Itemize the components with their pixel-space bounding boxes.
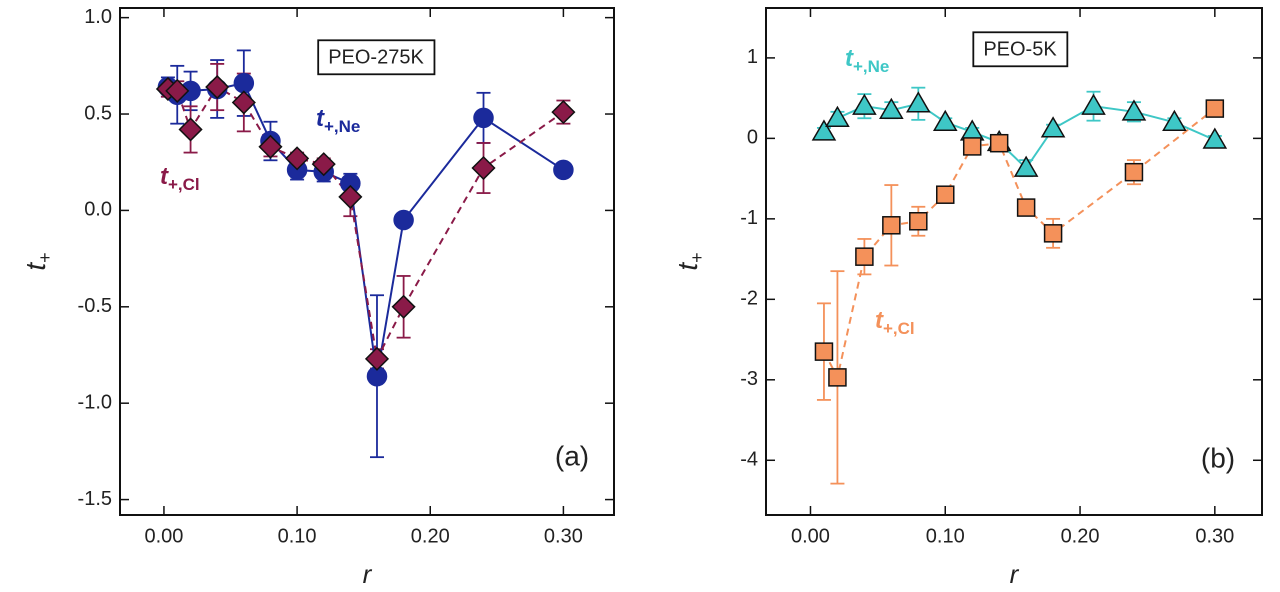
marker — [473, 107, 494, 129]
y-tick-label: -1 — [740, 207, 758, 229]
marker — [1202, 127, 1228, 149]
marker — [989, 133, 1009, 153]
x-tick-label: 0.10 — [278, 525, 317, 547]
marker — [1162, 109, 1187, 132]
marker — [471, 155, 496, 181]
annotation-sub: +,Cl — [168, 175, 200, 194]
y-tick-label: -0.5 — [78, 295, 112, 317]
marker — [338, 184, 363, 209]
x-tick-label: 0.10 — [926, 525, 965, 547]
series-annotation: t+,Ne — [845, 45, 889, 76]
marker — [391, 294, 416, 319]
marker — [906, 91, 931, 113]
x-axis-label: r — [1010, 559, 1020, 589]
marker — [364, 346, 390, 371]
annotation-main: t — [160, 163, 169, 190]
series-annotation: t+,Cl — [875, 307, 915, 338]
panel-label-box — [972, 31, 1069, 68]
marker — [393, 209, 414, 231]
marker — [932, 109, 958, 132]
marker — [814, 342, 834, 361]
y-tick-label: 0.0 — [84, 199, 112, 221]
x-tick-label: 0.00 — [144, 525, 183, 547]
marker — [551, 100, 576, 125]
y-axis-label-sub: + — [35, 252, 55, 263]
y-tick-label: -1.0 — [78, 391, 112, 413]
marker — [1040, 116, 1066, 138]
x-axis-label: r — [363, 559, 373, 589]
annotation-sub: +,Cl — [883, 319, 915, 338]
marker — [828, 368, 847, 387]
marker — [553, 159, 574, 181]
marker — [882, 216, 901, 235]
marker — [1081, 93, 1106, 115]
annotation-sub: +,Ne — [324, 117, 360, 136]
marker — [962, 137, 982, 156]
series-annotation: t+,Cl — [160, 163, 200, 194]
plot-frame — [765, 7, 1263, 516]
annotation-sub: +,Ne — [853, 57, 889, 76]
marker — [879, 97, 904, 119]
x-tick-label: 0.20 — [1061, 525, 1100, 547]
y-axis-label: t+ — [672, 252, 706, 270]
plot-frame — [119, 7, 615, 516]
marker — [258, 134, 283, 159]
x-tick-label: 0.30 — [544, 525, 583, 547]
x-tick-label: 0.20 — [411, 525, 450, 547]
panel-label-box-text: PEO-5K — [983, 38, 1057, 60]
marker — [165, 78, 190, 103]
panel-letter: (b) — [1201, 442, 1235, 473]
annotation-main: t — [845, 45, 854, 72]
marker — [852, 93, 877, 115]
y-tick-label: -3 — [740, 368, 758, 390]
marker — [233, 72, 255, 94]
marker — [1121, 99, 1147, 121]
y-tick-label: -2 — [740, 288, 758, 310]
y-tick-label: 0.5 — [84, 102, 112, 124]
series-line — [167, 85, 564, 363]
marker — [811, 119, 837, 141]
y-axis-label-main: t — [672, 262, 703, 271]
marker — [909, 212, 928, 231]
y-tick-label: -1.5 — [78, 488, 112, 510]
marker — [178, 117, 203, 142]
panel-label-box-text: PEO-275K — [328, 46, 424, 68]
y-axis-label-main: t — [20, 262, 51, 271]
y-tick-label: -4 — [740, 449, 758, 471]
y-tick-label: 1 — [747, 46, 758, 68]
series-line — [167, 82, 564, 377]
y-axis-label-sub: + — [687, 252, 707, 263]
annotation-main: t — [875, 307, 884, 334]
marker — [855, 247, 874, 266]
marker — [825, 105, 850, 128]
marker — [205, 74, 230, 100]
marker — [231, 90, 256, 115]
x-tick-label: 0.30 — [1195, 525, 1234, 547]
series-annotation: t+,Ne — [316, 105, 360, 136]
series-line — [823, 107, 1216, 381]
panel-label-box — [317, 39, 436, 76]
marker — [311, 152, 336, 177]
marker — [936, 185, 955, 204]
y-tick-label: 0 — [747, 127, 758, 149]
panel-letter: (a) — [555, 440, 589, 471]
annotation-main: t — [316, 105, 325, 132]
y-tick-label: 1.0 — [84, 6, 112, 28]
marker — [1043, 224, 1063, 243]
marker — [1013, 155, 1039, 177]
marker — [1016, 198, 1036, 217]
marker — [959, 119, 985, 141]
marker — [1205, 99, 1225, 118]
marker — [285, 146, 310, 171]
x-tick-label: 0.00 — [791, 525, 830, 547]
y-axis-label: t+ — [20, 252, 54, 270]
marker — [1124, 162, 1144, 182]
